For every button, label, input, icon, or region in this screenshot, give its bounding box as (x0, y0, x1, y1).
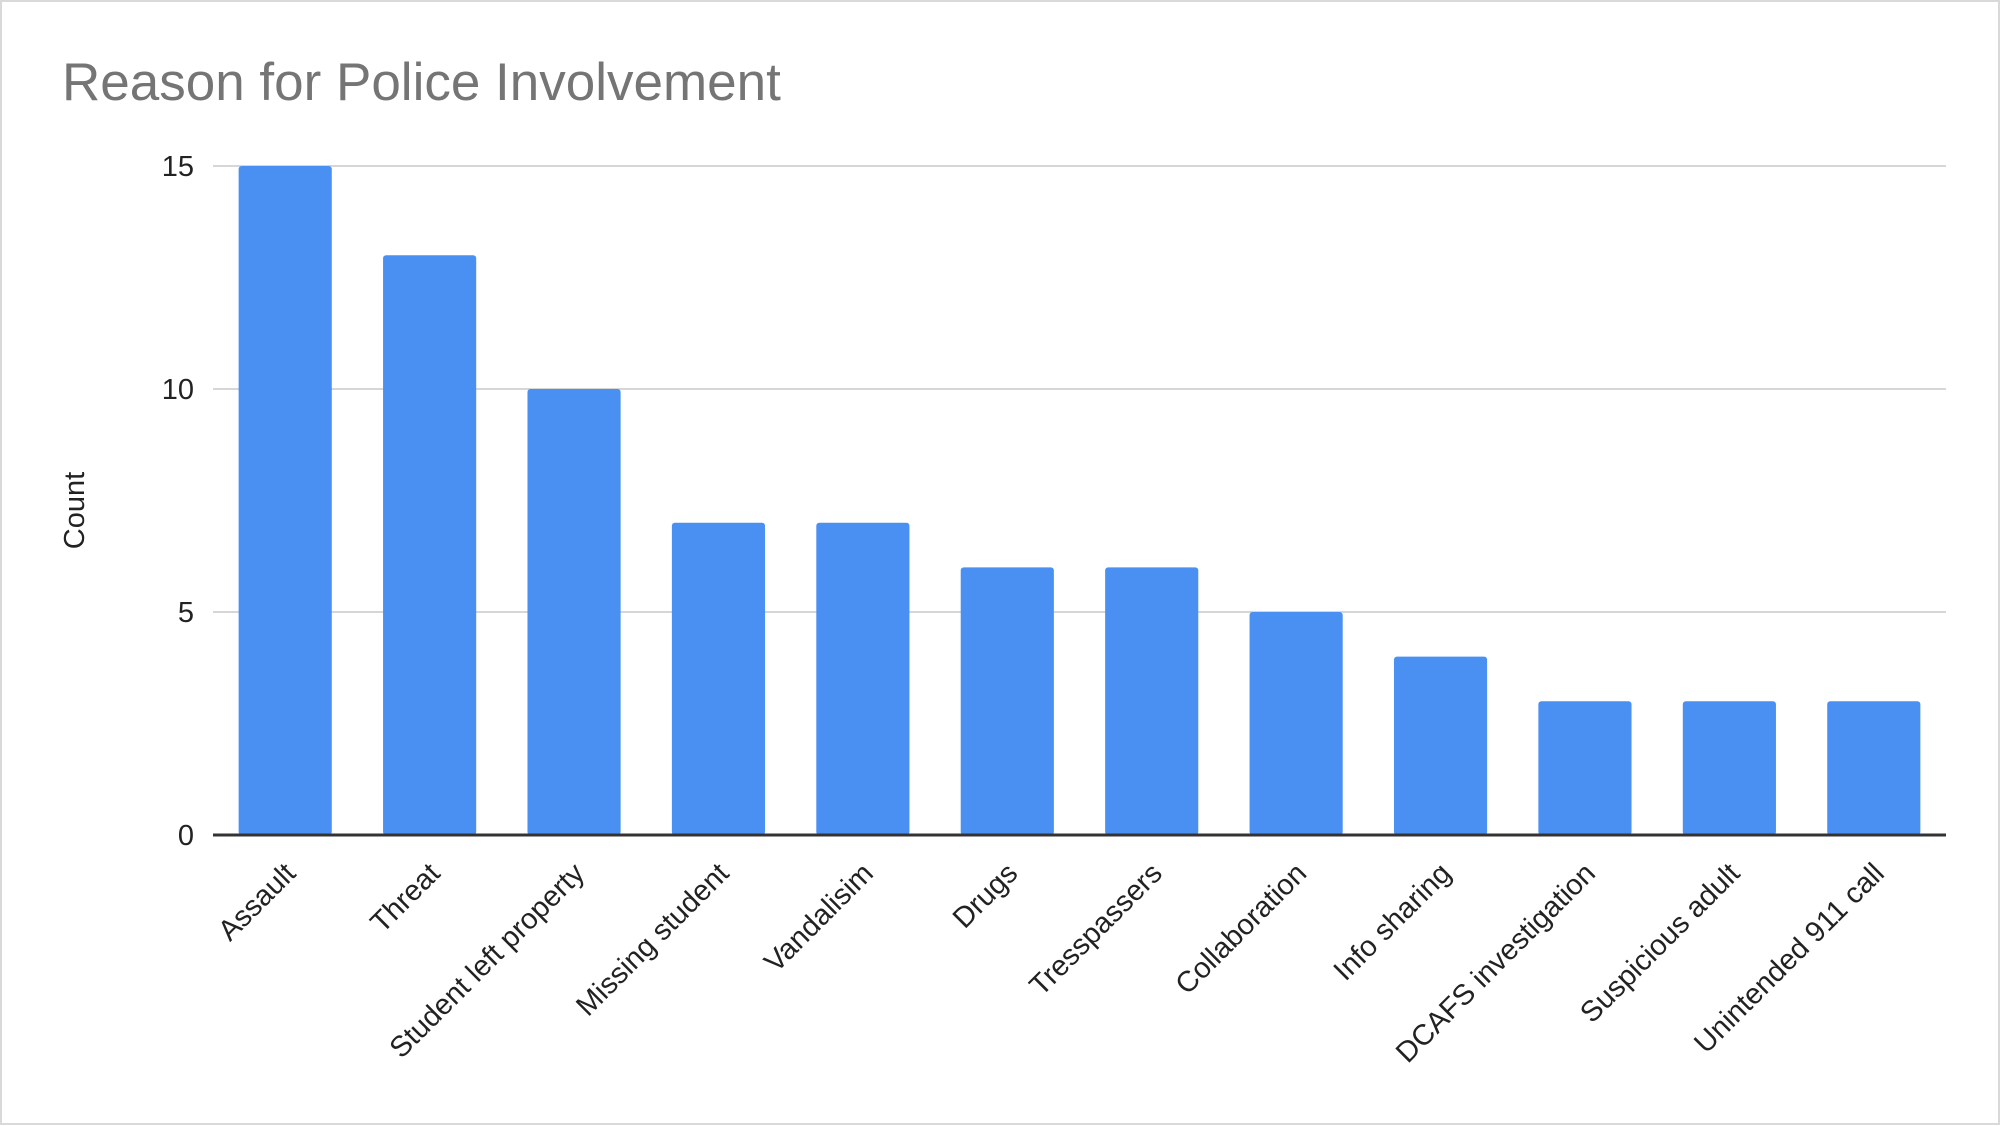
x-tick-label: Tresspassers (1024, 857, 1169, 1002)
x-tick-label: Drugs (947, 857, 1024, 934)
bar (527, 389, 621, 835)
bar (1827, 701, 1921, 835)
bar (1105, 567, 1199, 835)
bar (1538, 701, 1632, 835)
bar (960, 567, 1054, 835)
y-tick-label: 10 (162, 374, 194, 406)
x-tick-label: Threat (365, 857, 447, 939)
y-tick-label: 0 (178, 820, 194, 852)
bar (238, 166, 332, 835)
x-tick-label: Assault (212, 857, 302, 947)
y-tick-labels: 0 5 10 15 (162, 151, 194, 852)
y-tick-label: 15 (162, 151, 194, 183)
bar (671, 522, 766, 835)
bars (238, 166, 1921, 835)
bar (816, 522, 910, 835)
bar (1249, 612, 1343, 835)
y-tick-label: 5 (178, 597, 194, 629)
gridlines (213, 165, 1946, 613)
x-tick-label: Collaboration (1170, 857, 1313, 1000)
x-tick-label: Suspicious adult (1574, 857, 1746, 1029)
bar (1682, 701, 1776, 835)
x-tick-label: Missing student (570, 857, 735, 1022)
x-tick-label: Vandalisim (758, 857, 879, 978)
bar (383, 255, 477, 835)
y-axis-label: Count (59, 472, 91, 549)
x-tick-label: Info sharing (1328, 857, 1458, 987)
chart-title: Reason for Police Involvement (62, 53, 781, 112)
bar (1393, 656, 1488, 835)
